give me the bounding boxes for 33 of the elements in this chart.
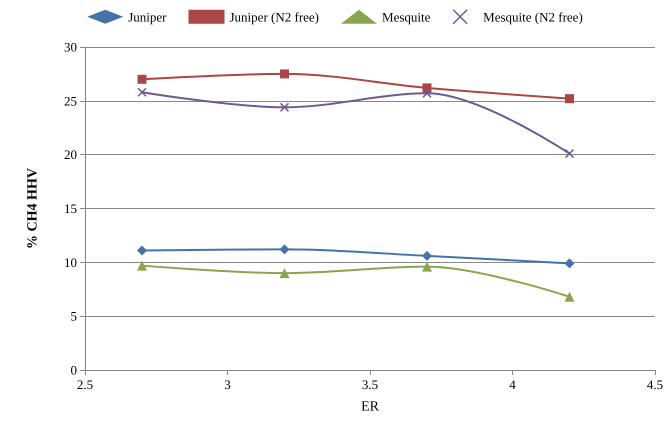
x-axis-title: ER — [361, 400, 380, 414]
y-tick-label: 0 — [70, 362, 77, 378]
point — [565, 94, 574, 104]
y-tick-label: 15 — [64, 201, 77, 216]
legend-label: Mesquite (N2 free) — [483, 9, 583, 24]
point — [138, 74, 146, 84]
y-tick-label: 25 — [64, 93, 77, 108]
point — [280, 69, 289, 78]
point — [137, 260, 147, 271]
legend-label: Mesquite — [382, 9, 431, 24]
point — [422, 262, 432, 272]
x-tick-label: 4.5 — [646, 377, 664, 392]
point — [137, 87, 147, 97]
point — [280, 102, 290, 112]
point — [422, 250, 432, 261]
x-tick-label: 2.5 — [76, 377, 94, 392]
point — [564, 148, 574, 158]
x-tick-label: 3 — [224, 377, 231, 392]
x-tick-label: 3.5 — [362, 377, 378, 392]
legend-label: Juniper — [128, 9, 168, 24]
y-tick-label: 30 — [64, 40, 77, 54]
y-tick-label: 5 — [70, 308, 77, 324]
point — [280, 268, 290, 278]
x-tick-label: 4 — [509, 377, 516, 392]
point — [564, 292, 574, 302]
point — [280, 244, 290, 254]
y-tick-label: 10 — [64, 254, 77, 270]
legend-label: Juniper (N2 free) — [230, 9, 320, 24]
point — [137, 245, 147, 256]
y-tick-label: 20 — [64, 147, 77, 162]
point — [422, 88, 432, 98]
y-axis-title: % CH4 HHV — [26, 168, 40, 249]
point — [564, 258, 574, 268]
